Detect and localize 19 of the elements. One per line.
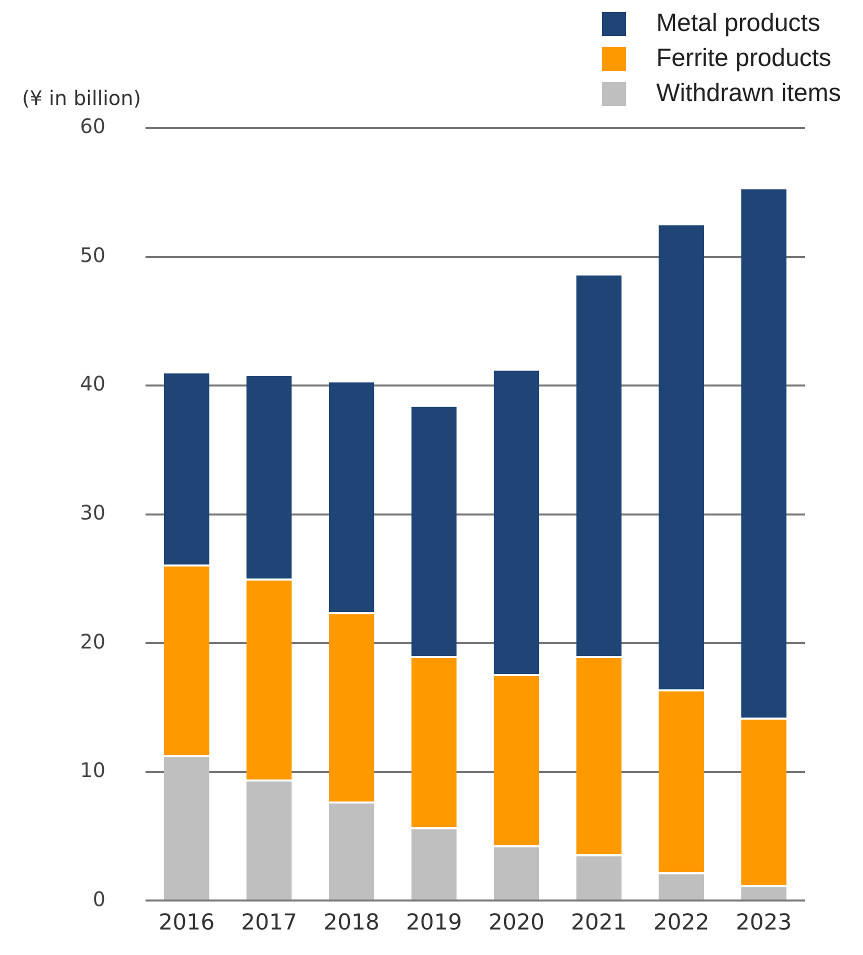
y-tick-label: 0 xyxy=(92,886,106,911)
x-tick-label: 2019 xyxy=(406,910,462,936)
y-tick-label: 50 xyxy=(80,242,106,267)
legend-label: Metal products xyxy=(656,9,820,38)
legend-label: Withdrawn items xyxy=(656,79,841,108)
y-tick-label: 20 xyxy=(80,629,106,654)
y-tick-label: 10 xyxy=(80,758,106,782)
y-tick-label: 60 xyxy=(80,114,106,138)
y-axis-title: (¥ in billion) xyxy=(22,86,142,110)
y-tick-label: 40 xyxy=(80,372,106,396)
x-tick-label: 2016 xyxy=(158,910,215,936)
x-tick-label: 2020 xyxy=(488,910,544,936)
x-tick-label: 2018 xyxy=(324,910,380,936)
legend-label: Ferrite products xyxy=(656,44,832,73)
x-tick-label: 2023 xyxy=(736,910,792,936)
x-tick-label: 2022 xyxy=(653,910,710,936)
x-tick-label: 2021 xyxy=(570,910,627,936)
x-tick-label: 2017 xyxy=(241,910,298,936)
y-tick-label: 30 xyxy=(80,500,106,525)
